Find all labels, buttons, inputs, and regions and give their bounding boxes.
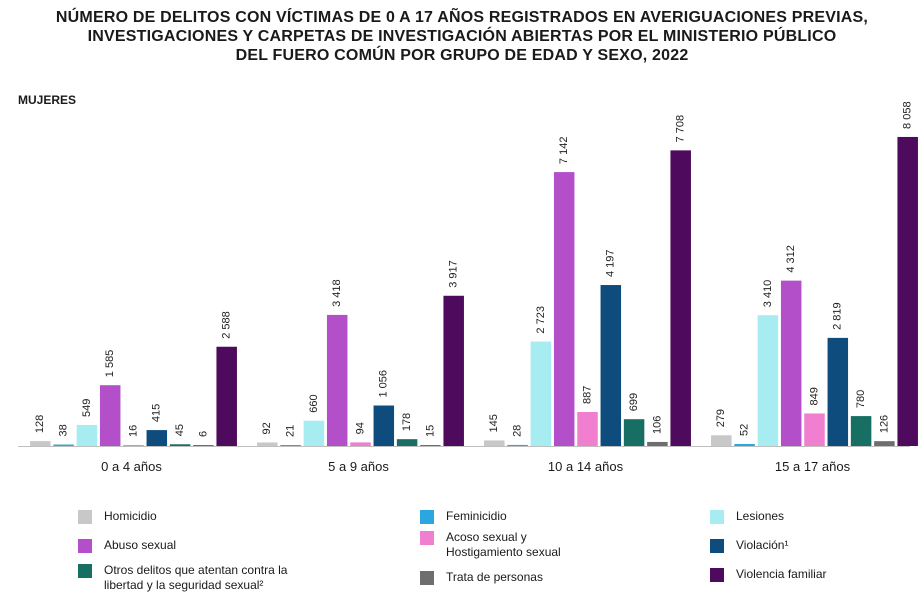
bar [257,442,278,446]
data-label: 6 [197,431,209,437]
bar [443,295,464,446]
data-label: 1 585 [104,350,116,378]
data-label: 126 [878,415,890,433]
bar [734,444,755,446]
data-label: 8 058 [902,101,914,129]
data-label: 279 [715,409,727,427]
bar [53,444,74,446]
bar [577,411,598,446]
x-tick-label: 0 a 4 años [101,459,162,474]
data-label: 4 197 [605,250,617,278]
data-label: 92 [261,422,273,434]
bar [600,285,622,446]
data-label: 106 [651,416,663,434]
data-label: 780 [855,390,867,408]
data-label: 3 418 [331,279,343,307]
data-label: 3 410 [762,280,774,308]
data-label: 2 819 [832,302,844,330]
bar [123,445,144,446]
bar [804,413,825,446]
bar [146,430,168,446]
bar [897,136,918,446]
data-label: 28 [512,425,524,437]
bar [420,445,441,446]
bar [757,315,779,446]
data-label: 7 708 [675,115,687,143]
bar [553,172,575,446]
bar [647,441,668,446]
data-label: 1 056 [378,370,390,398]
bar [350,442,371,446]
bar [507,444,528,446]
chart-subtitle: MUJERES [18,93,77,107]
bar [623,419,645,446]
chart-title: NÚMERO DE DELITOS CON VÍCTIMAS DE 0 A 17… [0,8,924,65]
data-label: 16 [127,425,139,437]
bar [76,424,98,446]
data-label: 4 312 [785,245,797,273]
chart-title-line: DEL FUERO COMÚN POR GRUPO DE EDAD Y SEXO… [235,47,689,64]
data-label: 699 [628,393,640,411]
x-tick-label: 5 a 9 años [328,459,389,474]
data-label: 549 [81,399,93,417]
bar [874,441,895,446]
data-label: 128 [34,415,46,433]
data-label: 849 [808,387,820,405]
data-label: 145 [488,414,500,432]
bar [396,439,418,446]
bar [373,405,395,446]
x-tick-label: 15 a 17 años [775,459,851,474]
bar [216,346,237,446]
data-label: 415 [151,404,163,422]
bar [303,420,325,446]
data-label: 887 [581,386,593,404]
bar [670,150,691,446]
bar [30,441,51,446]
bar [484,440,505,446]
bar [780,280,802,446]
bar [99,385,121,446]
data-label: 15 [424,425,436,437]
data-label: 45 [174,424,186,436]
bar [827,337,849,446]
data-label: 7 142 [558,137,570,165]
data-label: 52 [739,424,751,436]
data-label: 3 917 [448,260,460,288]
data-label: 2 588 [221,311,233,339]
bar [169,444,191,446]
bar [193,445,214,446]
data-label: 38 [58,424,70,436]
bar [530,341,552,446]
data-label: 660 [308,394,320,412]
data-label: 178 [401,413,413,431]
data-label: 21 [285,425,297,437]
bar [326,314,348,446]
data-label: 2 723 [535,306,547,334]
chart-title-line: NÚMERO DE DELITOS CON VÍCTIMAS DE 0 A 17… [55,9,869,26]
bar [280,445,301,446]
data-label: 94 [354,422,366,434]
x-tick-label: 10 a 14 años [548,459,624,474]
chart-title-line: INVESTIGACIONES Y CARPETAS DE INVESTIGAC… [87,28,837,45]
bar [850,416,872,446]
bar [711,435,732,446]
